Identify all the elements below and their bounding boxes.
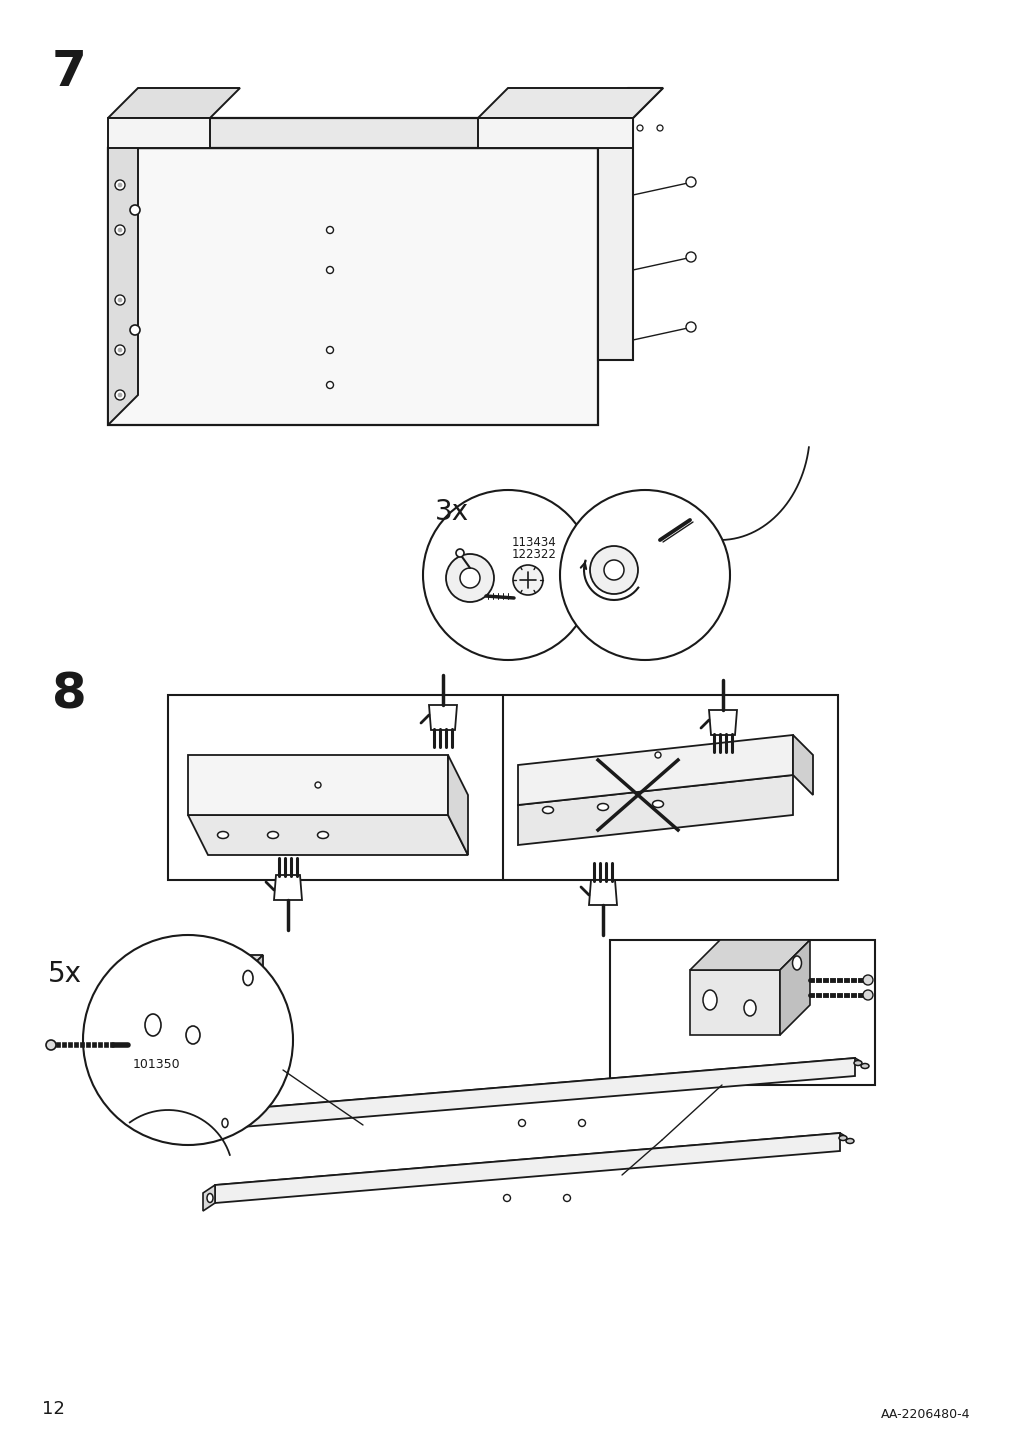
Circle shape [862,975,872,985]
Polygon shape [518,775,793,845]
Polygon shape [229,1058,854,1128]
Ellipse shape [243,971,253,985]
Circle shape [862,990,872,1000]
Circle shape [578,1120,585,1127]
Polygon shape [690,939,809,969]
Ellipse shape [221,1118,227,1127]
Ellipse shape [267,832,278,839]
Polygon shape [127,990,227,1060]
Polygon shape [274,875,301,899]
Polygon shape [127,955,263,990]
Text: 5x: 5x [48,959,82,988]
Ellipse shape [145,1014,161,1035]
Circle shape [460,569,479,589]
Polygon shape [598,117,632,359]
Ellipse shape [853,1061,861,1065]
Ellipse shape [217,832,228,839]
Ellipse shape [792,957,801,969]
Ellipse shape [743,1000,755,1015]
Circle shape [513,566,543,596]
Bar [610,939,875,1085]
Circle shape [685,178,696,188]
Circle shape [314,782,320,788]
Polygon shape [588,881,617,905]
Polygon shape [227,955,263,1060]
Circle shape [327,226,334,233]
Circle shape [423,490,592,660]
Circle shape [518,1120,525,1127]
Circle shape [83,935,293,1146]
Polygon shape [188,755,448,815]
Polygon shape [217,1110,229,1136]
Circle shape [118,348,122,352]
Polygon shape [598,87,662,117]
Polygon shape [108,117,210,147]
Circle shape [654,752,660,758]
Polygon shape [108,87,240,117]
Polygon shape [214,1133,839,1203]
Polygon shape [229,1058,859,1113]
Ellipse shape [596,803,608,811]
Text: 113434: 113434 [512,536,556,548]
Circle shape [685,322,696,332]
Circle shape [118,228,122,232]
Polygon shape [108,117,628,147]
Circle shape [327,266,334,274]
Polygon shape [518,735,793,805]
Polygon shape [690,969,779,1035]
Polygon shape [214,1133,844,1189]
Circle shape [129,325,140,335]
Circle shape [327,381,334,388]
Polygon shape [188,815,467,855]
Text: 122322: 122322 [512,547,556,560]
Circle shape [456,548,463,557]
Ellipse shape [838,1136,846,1140]
Circle shape [115,345,125,355]
Circle shape [563,1194,570,1201]
Circle shape [118,392,122,397]
Polygon shape [477,117,632,147]
Ellipse shape [860,1064,868,1068]
Ellipse shape [207,1193,212,1203]
Polygon shape [477,87,662,117]
Ellipse shape [186,1025,200,1044]
Circle shape [559,490,729,660]
Circle shape [589,546,637,594]
Text: 7: 7 [52,49,87,96]
Ellipse shape [845,1138,853,1144]
Text: 12: 12 [42,1400,65,1418]
Text: 8: 8 [52,670,87,717]
Circle shape [45,1040,56,1050]
Circle shape [656,125,662,130]
Ellipse shape [542,806,553,813]
Polygon shape [709,710,736,735]
Circle shape [118,183,122,188]
Circle shape [636,125,642,130]
Bar [168,695,837,881]
Circle shape [129,205,140,215]
Circle shape [115,225,125,235]
Polygon shape [203,1186,214,1211]
Circle shape [503,1194,510,1201]
Text: AA-2206480-4: AA-2206480-4 [880,1408,969,1421]
Polygon shape [108,117,137,425]
Ellipse shape [317,832,329,839]
Circle shape [118,298,122,302]
Circle shape [115,295,125,305]
Polygon shape [429,705,457,730]
Polygon shape [793,735,812,795]
Circle shape [115,180,125,190]
Ellipse shape [652,800,663,808]
Polygon shape [108,147,598,425]
Circle shape [685,252,696,262]
Polygon shape [448,755,467,855]
Polygon shape [779,939,809,1035]
Circle shape [446,554,493,601]
Ellipse shape [703,990,716,1010]
Circle shape [604,560,624,580]
Text: 101350: 101350 [132,1058,180,1071]
Text: 3x: 3x [435,498,469,526]
Circle shape [327,347,334,354]
Circle shape [115,390,125,400]
